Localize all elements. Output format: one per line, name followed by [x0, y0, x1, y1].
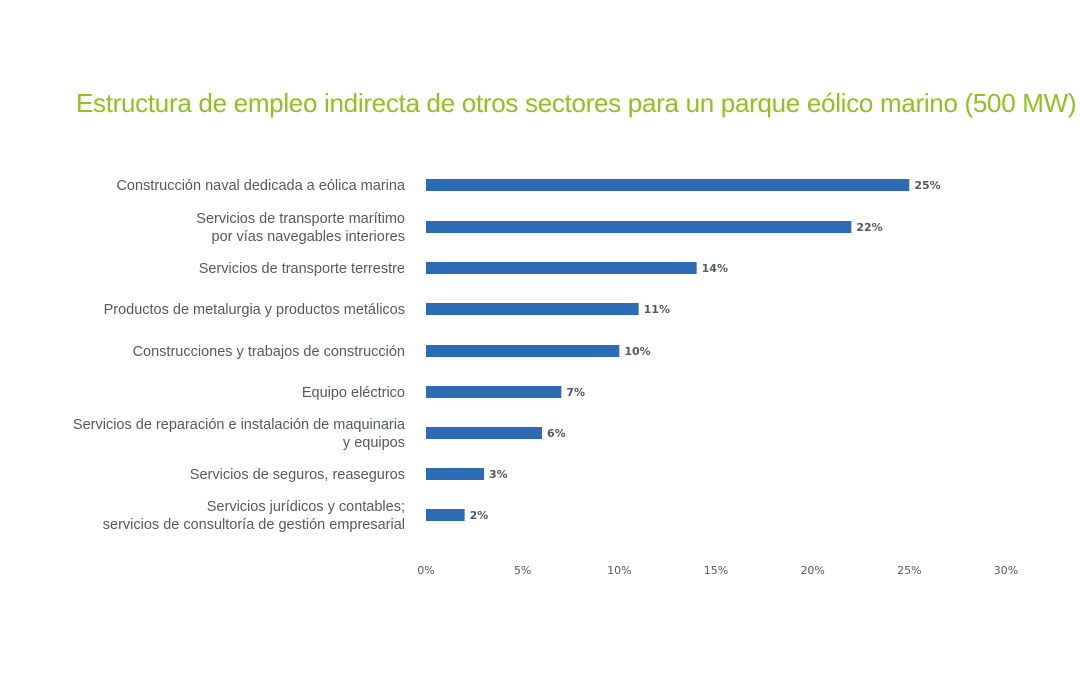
category-label: Construcciones y trabajos de construcció… [133, 344, 405, 360]
value-label: 2% [470, 509, 489, 522]
bar [426, 345, 620, 357]
value-label: 25% [914, 179, 940, 192]
x-tick-label: 10% [607, 564, 631, 577]
category-label: servicios de consultoría de gestión empr… [103, 517, 405, 533]
category-label: Servicios de transporte terrestre [199, 261, 405, 277]
bar [426, 427, 542, 439]
bar [426, 509, 465, 521]
value-label: 14% [702, 262, 728, 275]
value-label: 6% [547, 427, 566, 440]
category-label: Servicios jurídicos y contables; [207, 499, 405, 515]
category-label: Construcción naval dedicada a eólica mar… [116, 178, 405, 194]
category-label: y equipos [343, 435, 405, 451]
value-label: 7% [566, 386, 585, 399]
x-tick-label: 15% [704, 564, 728, 577]
bar [426, 262, 697, 274]
category-label: Servicios de reparación e instalación de… [73, 417, 406, 433]
category-label: Servicios de seguros, reaseguros [190, 467, 405, 483]
category-label: Productos de metalurgia y productos metá… [104, 302, 405, 318]
x-tick-label: 0% [417, 564, 434, 577]
x-tick-label: 30% [994, 564, 1018, 577]
category-label: Servicios de transporte marítimo [196, 211, 405, 227]
bar [426, 303, 639, 315]
bar [426, 468, 484, 480]
bar [426, 179, 910, 191]
bar [426, 221, 852, 233]
category-label: por vías navegables interiores [212, 229, 405, 245]
value-label: 11% [644, 303, 670, 316]
x-tick-label: 20% [800, 564, 824, 577]
category-label: Equipo eléctrico [302, 385, 405, 401]
value-label: 3% [489, 468, 508, 481]
bar [426, 386, 562, 398]
chart-title: Estructura de empleo indirecta de otros … [76, 88, 1077, 118]
x-tick-label: 5% [514, 564, 531, 577]
value-label: 10% [624, 345, 650, 358]
value-label: 22% [856, 221, 882, 234]
x-tick-label: 25% [897, 564, 921, 577]
